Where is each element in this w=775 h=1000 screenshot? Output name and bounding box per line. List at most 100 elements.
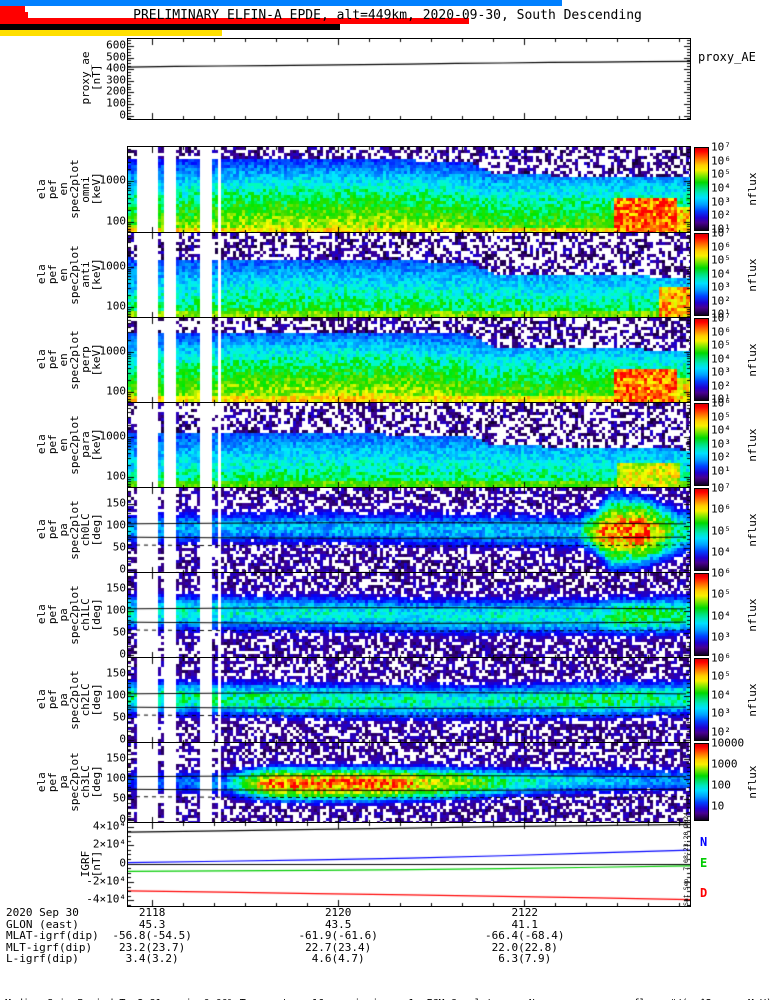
en-anti-spectrogram-canvas <box>128 233 690 318</box>
igrf-ytick-2: 0 <box>119 856 126 870</box>
axis-value-r0c2: 2122 <box>511 906 539 919</box>
pa-ch2lc-colorbar-label: nflux <box>746 682 759 717</box>
axis-row-label-1: GLON (east) <box>6 917 79 931</box>
pa-ch0lc-ytick-2: 50 <box>112 540 126 554</box>
pa-ch2lc-cb-tick-4: 10² <box>711 725 731 739</box>
pa-ch2lc-cb-tick-0: 10⁶ <box>711 651 731 665</box>
science-zone-bar-0 <box>0 24 340 30</box>
footer-nflux-units: nflux: #/(cm^2 s sr MeV) <box>573 998 773 1000</box>
pa-ch2lc-ytick-3: 0 <box>119 732 126 746</box>
igrf-legend-N: N <box>700 834 708 849</box>
en-anti-cb-tick-1: 10⁶ <box>711 240 731 253</box>
proxy-ae-ytick-6: 0 <box>119 108 126 122</box>
panel-pa-ch3lc <box>127 742 691 824</box>
en-anti-cb-tick-3: 10⁴ <box>711 267 731 280</box>
axis-value-r1c0: 45.3 <box>138 917 166 931</box>
proxy-ae-ytick-2: 400 <box>106 61 126 75</box>
pa-ch3lc-cb-tick-3: 10 <box>711 799 725 813</box>
pa-ch1lc-ytick-1: 100 <box>106 603 126 617</box>
proxy-ae-ytick-4: 200 <box>106 84 126 98</box>
pa-ch3lc-ytick-3: 0 <box>119 812 126 826</box>
en-omni-cb-tick-6: 10¹ <box>711 222 731 236</box>
pa-ch0lc-ytick-3: 0 <box>119 562 126 576</box>
axis-row-label-2: MLAT-igrf(dip) <box>6 929 99 943</box>
axis-value-r1c2: 41.1 <box>511 917 539 931</box>
axis-value-r3c1: 22.7(23.4) <box>305 940 372 954</box>
pa-ch0lc-colorbar-label: nflux <box>746 512 759 547</box>
igrf-ytick-1: 2×10⁴ <box>92 837 126 851</box>
en-perp-cb-tick-3: 10⁴ <box>711 352 731 365</box>
pa-ch2lc-ytick-0: 150 <box>106 666 126 680</box>
panel-pa-ch1lc <box>127 572 691 659</box>
proxy-ae-right-label: proxy_AE <box>698 50 756 64</box>
pa-ch1lc-cb-tick-2: 10⁴ <box>711 609 731 623</box>
en-perp-cb-tick-0: 10⁷ <box>711 311 731 325</box>
pa-ch3lc-ylabel-word: [deg] <box>90 765 103 799</box>
en-omni-cb-tick-5: 10² <box>711 208 731 222</box>
pa-ch3lc-ylabel: ela pef pa spec2plot ch3LC [deg] <box>35 752 103 812</box>
proxy-ae-ylabel-word: [nT] <box>90 64 103 92</box>
panel-proxy-ae <box>127 38 691 120</box>
pa-ch1lc-ytick-0: 150 <box>106 581 126 595</box>
status-bar-red-0 <box>0 6 26 12</box>
en-perp-colorbar-label: nflux <box>746 342 759 377</box>
pa-ch2lc-cb-tick-2: 10⁴ <box>711 688 731 702</box>
pa-ch3lc-cb-tick-0: 10000 <box>711 736 745 750</box>
en-anti-ylabel: ela pef en spec2plot anti [keV] <box>35 245 103 305</box>
en-para-ytick-0: 1000 <box>99 429 127 443</box>
pa-ch2lc-cb-tick-3: 10³ <box>711 706 731 720</box>
en-anti-colorbar-label: nflux <box>746 257 759 292</box>
en-perp-cb-tick-6: 10¹ <box>711 392 731 406</box>
pa-ch2lc-ylabel: ela pef pa spec2plot ch2LC [deg] <box>35 670 103 730</box>
en-perp-colorbar <box>694 318 709 401</box>
en-perp-ylabel: ela pef en spec2plot perp [keV] <box>35 330 103 390</box>
pa-ch3lc-ytick-2: 50 <box>112 791 126 805</box>
en-para-cb-tick-0: 10⁶ <box>711 396 731 410</box>
pa-ch2lc-ylabel-word: [deg] <box>90 682 103 717</box>
pa-ch1lc-cb-tick-1: 10⁵ <box>711 587 731 601</box>
axis-row-label-3: MLT-igrf(dip) <box>6 940 93 954</box>
en-omni-colorbar-label: nflux <box>746 172 759 206</box>
axis-value-r2c0: -56.8(-54.5) <box>112 929 192 943</box>
en-perp-cb-tick-4: 10³ <box>711 365 731 379</box>
en-omni-spectrogram-canvas <box>128 147 690 233</box>
en-anti-ytick-0: 1000 <box>99 259 127 273</box>
pa-ch1lc-ytick-2: 50 <box>112 625 126 639</box>
en-anti-colorbar <box>694 233 709 316</box>
en-para-cb-tick-4: 10² <box>711 450 731 464</box>
pa-ch1lc-ylabel: ela pef pa spec2plot ch1LC [deg] <box>35 585 103 645</box>
en-para-cb-tick-1: 10⁵ <box>711 410 731 423</box>
status-bar-blue-0 <box>0 0 562 6</box>
panel-en-para <box>127 402 691 489</box>
footer-right: nflux: #/(cm^2 s sr MeV) Created: Sat Se… <box>573 976 773 1000</box>
en-omni-ylabel: ela pef en spec2plot omni [keV] <box>35 159 103 219</box>
en-perp-ytick-0: 1000 <box>99 344 127 358</box>
axis-value-r1c1: 43.5 <box>324 917 352 931</box>
pa-ch0lc-ytick-0: 150 <box>106 496 126 510</box>
en-omni-cb-tick-3: 10⁴ <box>711 181 731 195</box>
footer-left: Median Spin Period T: 2.81s, sig=0.00% T… <box>5 976 553 1000</box>
en-perp-spectrogram-canvas <box>128 318 690 403</box>
igrf-ytick-0: 4×10⁴ <box>92 819 126 833</box>
en-omni-cb-tick-0: 10⁷ <box>711 140 731 154</box>
en-omni-colorbar <box>694 147 709 231</box>
pa-ch3lc-colorbar-label: nflux <box>746 765 759 799</box>
pa-ch1lc-cb-tick-3: 10³ <box>711 630 731 644</box>
pa-ch2lc-colorbar <box>694 658 709 741</box>
plot-title: PRELIMINARY ELFIN-A EPDE, alt=449km, 202… <box>133 8 642 23</box>
axis-value-r3c0: 23.2(23.7) <box>119 940 186 954</box>
en-perp-cb-tick-2: 10⁵ <box>711 338 731 352</box>
proxy-ae-line-canvas <box>128 39 690 119</box>
pa-ch3lc-cb-tick-1: 1000 <box>711 757 738 771</box>
pa-ch3lc-spectrogram-canvas <box>128 743 690 823</box>
en-perp-cb-tick-5: 10² <box>711 379 731 392</box>
en-para-ylabel: ela pef en spec2plot para [keV] <box>35 415 103 475</box>
en-para-cb-tick-2: 10⁴ <box>711 423 731 437</box>
panel-en-anti <box>127 232 691 319</box>
pa-ch3lc-ytick-0: 150 <box>106 751 126 764</box>
pa-ch0lc-cb-tick-0: 10⁷ <box>711 481 731 495</box>
igrf-legend-D: D <box>700 885 708 900</box>
en-anti-cb-tick-0: 10⁷ <box>711 226 731 240</box>
axis-value-r2c2: -66.4(-68.4) <box>485 929 565 943</box>
